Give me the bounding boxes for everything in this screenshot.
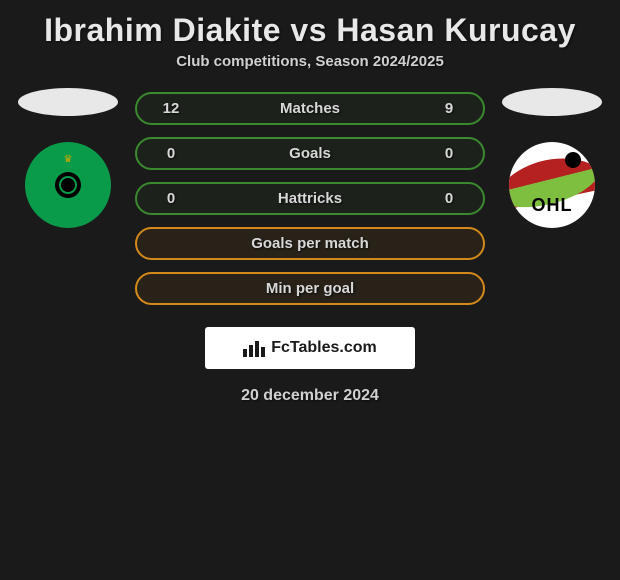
club-logo-right: OHL xyxy=(509,142,595,228)
stat-row-min-per-goal: Min per goal xyxy=(135,272,485,305)
ball-icon xyxy=(565,152,581,168)
stat-right-value: 9 xyxy=(429,100,469,117)
fctables-badge[interactable]: FcTables.com xyxy=(205,327,415,369)
stats-column: 12 Matches 9 0 Goals 0 0 Hattricks 0 Goa… xyxy=(135,92,485,305)
stat-row-goals: 0 Goals 0 xyxy=(135,137,485,170)
left-player-column: ♛ xyxy=(13,88,123,228)
player-photo-left xyxy=(18,88,118,116)
stat-row-matches: 12 Matches 9 xyxy=(135,92,485,125)
bar-chart-icon xyxy=(243,339,265,357)
right-player-column: OHL xyxy=(497,88,607,228)
stat-label: Matches xyxy=(191,100,429,117)
stat-row-hattricks: 0 Hattricks 0 xyxy=(135,182,485,215)
ball-icon xyxy=(55,172,81,198)
brand-text: FcTables.com xyxy=(271,339,377,357)
stat-label: Min per goal xyxy=(191,280,429,297)
player-photo-right xyxy=(502,88,602,116)
stat-left-value: 0 xyxy=(151,145,191,162)
club-logo-text: OHL xyxy=(509,195,595,216)
subtitle: Club competitions, Season 2024/2025 xyxy=(0,53,620,88)
stat-right-value: 0 xyxy=(429,145,469,162)
comparison-panel: ♛ 12 Matches 9 0 Goals 0 0 Hattricks 0 G… xyxy=(0,88,620,305)
crown-icon: ♛ xyxy=(64,154,73,165)
date-line: 20 december 2024 xyxy=(0,387,620,405)
stat-label: Goals xyxy=(191,145,429,162)
stat-label: Goals per match xyxy=(191,235,429,252)
stat-left-value: 12 xyxy=(151,100,191,117)
stat-right-value: 0 xyxy=(429,190,469,207)
stat-row-goals-per-match: Goals per match xyxy=(135,227,485,260)
stat-left-value: 0 xyxy=(151,190,191,207)
club-logo-left: ♛ xyxy=(25,142,111,228)
page-title: Ibrahim Diakite vs Hasan Kurucay xyxy=(0,0,620,53)
stat-label: Hattricks xyxy=(191,190,429,207)
